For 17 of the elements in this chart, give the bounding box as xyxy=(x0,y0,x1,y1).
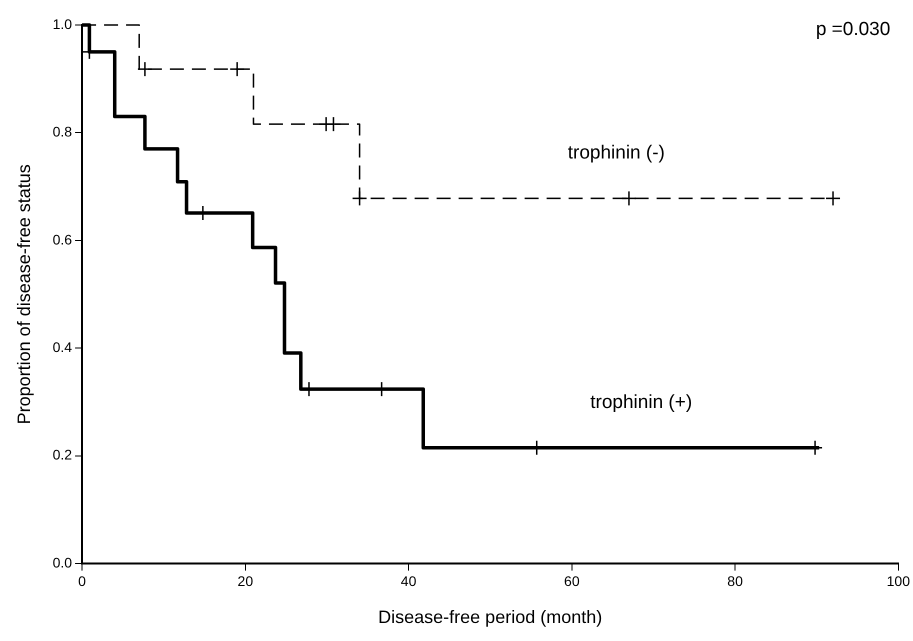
x-tick-label: 80 xyxy=(727,572,744,589)
y-tick-label: 0.4 xyxy=(52,339,72,356)
y-tick-label: 0.8 xyxy=(52,124,72,140)
x-tick-label: 40 xyxy=(400,572,417,589)
series-label: trophinin (+) xyxy=(590,392,692,414)
x-tick-label: 60 xyxy=(564,572,580,589)
annotation: p =0.030 xyxy=(816,19,890,40)
y-tick-label: 0.6 xyxy=(52,231,72,248)
y-tick-label: 0.2 xyxy=(52,446,72,463)
x-tick-label: 0 xyxy=(78,572,86,589)
series-label: trophinin (-) xyxy=(568,142,665,164)
x-tick-label: 20 xyxy=(238,572,254,589)
y-tick-label: 0.0 xyxy=(52,554,72,570)
x-tick-label: 100 xyxy=(886,572,910,589)
y-axis-title: Proportion of disease-free status xyxy=(14,164,34,424)
y-tick-label: 1.0 xyxy=(52,16,72,32)
x-axis-title: Disease-free period (month) xyxy=(378,607,602,628)
